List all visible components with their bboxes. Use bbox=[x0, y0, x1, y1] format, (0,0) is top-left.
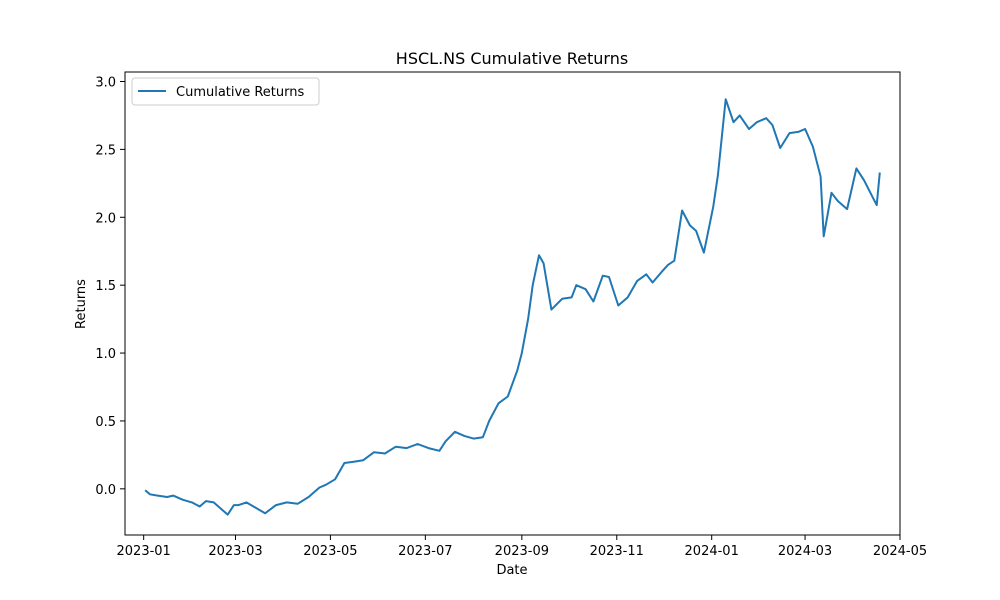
y-axis: 0.0 0.5 1.0 1.5 2.0 2.5 3.0 bbox=[95, 76, 125, 498]
series-line-cumulative-returns bbox=[144, 98, 881, 516]
y-axis-label: Returns bbox=[74, 279, 89, 329]
y-tick-label: 0.0 bbox=[95, 483, 116, 498]
axes-frame bbox=[124, 71, 901, 536]
chart-title: HSCL.NS Cumulative Returns bbox=[396, 49, 628, 68]
x-axis: 2023-01 2023-03 2023-05 2023-07 2023-09 2023-… bbox=[117, 535, 927, 559]
x-tick-label: 2023-07 bbox=[398, 544, 452, 559]
x-tick-label: 2024-05 bbox=[873, 544, 927, 559]
y-tick-label: 2.5 bbox=[95, 143, 116, 158]
y-tick-label: 0.5 bbox=[95, 415, 116, 430]
legend-label: Cumulative Returns bbox=[176, 85, 304, 100]
y-tick-label: 3.0 bbox=[95, 76, 116, 91]
x-tick-label: 2023-05 bbox=[303, 544, 357, 559]
x-tick-label: 2024-01 bbox=[685, 544, 739, 559]
x-tick-label: 2023-11 bbox=[590, 544, 644, 559]
y-tick-label: 2.0 bbox=[95, 211, 116, 226]
x-tick-label: 2023-09 bbox=[495, 544, 549, 559]
x-tick-label: 2023-01 bbox=[117, 544, 171, 559]
x-axis-label: Date bbox=[496, 563, 527, 578]
y-tick-label: 1.0 bbox=[95, 347, 116, 362]
legend-box bbox=[131, 77, 320, 106]
y-tick-label: 1.5 bbox=[95, 279, 116, 294]
plot-area bbox=[144, 98, 881, 516]
x-tick-label: 2024-03 bbox=[778, 544, 832, 559]
x-tick-label: 2023-03 bbox=[208, 544, 262, 559]
legend: Cumulative Returns bbox=[131, 77, 320, 106]
